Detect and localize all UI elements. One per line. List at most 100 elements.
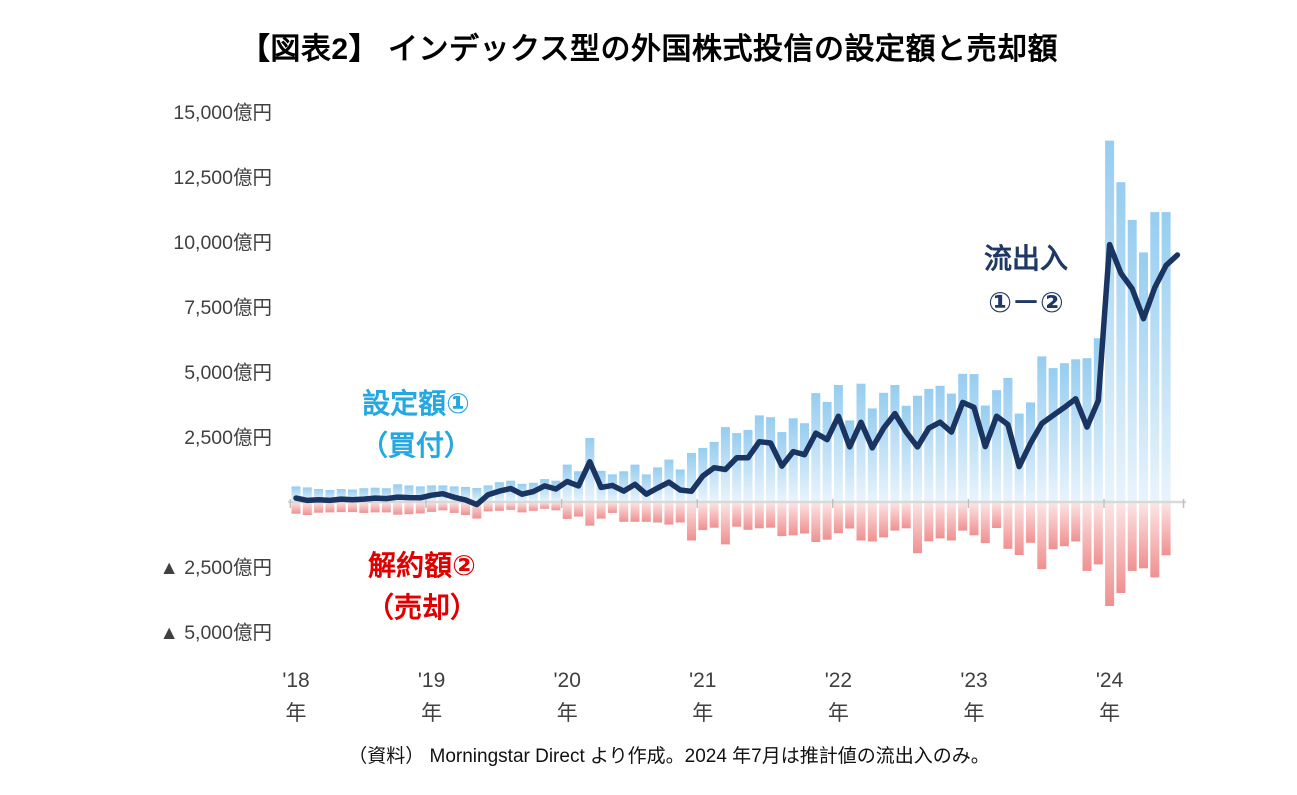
bar-buy [1116,182,1126,502]
bar-buy [754,415,764,502]
bar-buy [1071,359,1081,502]
bar-sell [619,502,629,522]
bar-sell [980,502,990,544]
bar-sell [788,502,798,536]
bar-sell [314,502,324,513]
bar-buy [449,486,459,502]
bar-sell [449,502,459,513]
bar-sell [494,502,504,511]
bar-buy [1127,219,1137,502]
bar-buy [800,423,809,502]
bar-buy [709,441,719,502]
bar-sell [438,502,448,511]
bar-sell [483,502,493,512]
bar-buy [743,430,753,502]
y-axis-tick-label: 12,500億円 [173,167,272,189]
x-axis-year-suffix: 年 [1099,702,1120,725]
sell-series-label-line2: （売却） [365,592,479,623]
bar-buy [879,392,889,502]
x-axis-labels: '18 年 '19 年 '20 年 '21 年 '22 年 '23 年 '24 年 [282,669,1123,725]
bar-sell [1059,502,1069,547]
bar-buy [472,488,482,502]
bar-sell [675,502,685,523]
y-axis-tick-label: 2,500億円 [184,427,272,449]
bar-buy [675,469,685,502]
y-axis-tick-label: 10,000億円 [173,232,272,254]
bar-buy [653,467,663,502]
bar-sell [585,502,595,526]
chart-title: 【図表2】 インデックス型の外国株式投信の設定額と売却額 [239,33,1059,66]
bar-buy [1082,358,1092,502]
sell-series-label-line1: 解約額② [368,550,476,581]
bar-sell [935,502,945,539]
bar-sell [325,502,335,513]
bar-sell [348,502,357,513]
net-series-label-line2: ①－② [988,287,1064,318]
bar-sell [540,502,550,509]
bar-sell [958,502,968,531]
buy-series-label-line2: （買付） [359,430,473,461]
bar-buy [890,385,900,502]
x-axis-year-label: '21 [689,669,716,692]
bar-sell [777,502,787,537]
bar-sell [1026,502,1035,543]
bar-sell [291,502,301,514]
bar-buy [687,452,696,502]
bar-buy [958,373,968,502]
bar-sell [359,502,369,513]
source-note: （資料） Morningstar Direct より作成。2024 年7月は推計… [348,746,990,767]
bar-sell [1139,502,1148,569]
bar-buy [845,420,855,502]
bar-buy [325,490,335,502]
bar-sell [754,502,764,529]
bar-buy [381,488,391,502]
bar-sell [1150,502,1160,578]
x-axis-year-label: '20 [554,669,581,692]
sell-series-label: 解約額② （売却） [366,545,478,629]
bar-sell [901,502,911,529]
bar-buy [619,471,629,502]
bar-buy [924,388,934,502]
bar-buy [969,374,979,502]
bar-sell [528,502,538,511]
bar-buy [370,487,380,502]
y-axis-labels: 15,000億円 12,500億円 10,000億円 7,500億円 5,000億円 2,… [159,102,272,644]
bar-buy [1150,212,1160,502]
bar-sell [302,502,312,515]
bar-sell [472,502,482,519]
bar-buy [314,489,324,502]
bar-buy [833,385,843,502]
bar-sell [743,502,753,530]
y-axis-tick-label: ▲ 5,000億円 [159,622,272,644]
x-axis-year-label: '22 [825,669,852,692]
bar-sell [1071,502,1081,542]
bar-sell [1161,502,1171,556]
bar-sell [574,502,583,517]
bar-sell [404,502,414,515]
buy-series-label: 設定額① （買付） [360,383,472,467]
bar-sell [393,502,403,515]
bar-buy [641,474,651,502]
bar-sell [1116,502,1126,593]
bar-sell [969,502,979,536]
bar-sell [506,502,516,510]
bar-buy [1048,368,1058,502]
x-axis-year-label: '24 [1096,669,1124,692]
bar-sell [562,502,572,519]
bar-sell [1105,502,1115,606]
bar-sell [879,502,889,538]
bar-buy [359,488,369,502]
bar-sell [720,502,730,545]
bar-sell [641,502,651,522]
bar-buy [867,408,877,502]
bar-sell [1093,502,1103,565]
bar-buy [811,393,821,502]
bar-sell [1014,502,1024,555]
bar-sell [630,502,640,522]
x-axis-year-suffix: 年 [964,702,985,725]
bar-buy [302,487,312,502]
bar-sell [1127,502,1137,571]
bar-buy [540,479,550,502]
x-axis-year-suffix: 年 [286,702,307,725]
